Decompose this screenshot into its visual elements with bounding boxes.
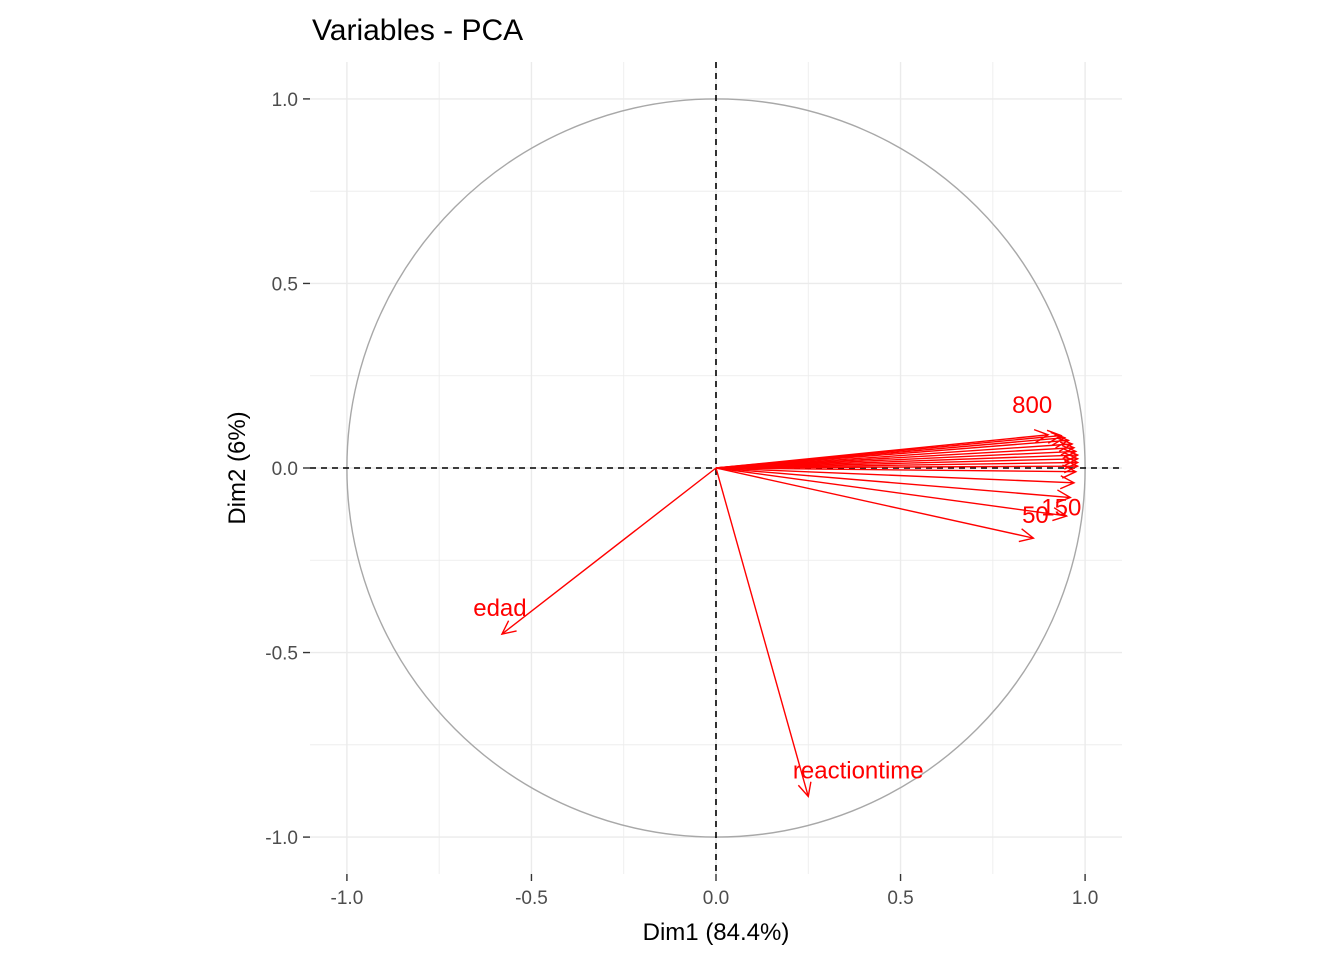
arrow-head bbox=[500, 620, 517, 636]
arrow-shaft bbox=[715, 467, 1034, 539]
arrow-head bbox=[1052, 507, 1069, 522]
variable-arrow-200 bbox=[715, 467, 1076, 490]
x-tick-label: 1.0 bbox=[1072, 888, 1098, 909]
arrow-head bbox=[1063, 455, 1080, 470]
variable-label-150: 150 bbox=[1041, 495, 1081, 522]
x-axis-title: Dim1 (84.4%) bbox=[643, 919, 790, 946]
variable-arrow-150 bbox=[715, 467, 1072, 504]
x-axis: -1.0 -0.5 0.0 0.5 1.0 bbox=[331, 874, 1098, 909]
variable-label-50: 50 bbox=[1022, 502, 1049, 529]
arrow-head bbox=[1033, 428, 1050, 444]
arrow-shaft bbox=[715, 467, 1067, 517]
y-axis: -1.0 -0.5 0.0 0.5 1.0 bbox=[265, 90, 310, 849]
arrow-head bbox=[1018, 528, 1035, 543]
variable-arrows bbox=[500, 428, 1080, 799]
x-tick-label: -0.5 bbox=[515, 888, 548, 909]
y-tick-label: 0.0 bbox=[272, 459, 298, 480]
arrow-head bbox=[1050, 431, 1067, 446]
variable-arrow-reactiontime bbox=[715, 467, 812, 799]
arrow-shaft bbox=[715, 467, 1075, 484]
y-tick-label: 0.5 bbox=[272, 274, 298, 295]
variable-arrow-100 bbox=[715, 467, 1069, 522]
arrow-head bbox=[797, 781, 812, 799]
x-tick-label: 0.5 bbox=[887, 888, 913, 909]
x-tick-label: -1.0 bbox=[331, 888, 364, 909]
y-tick-label: 1.0 bbox=[272, 90, 298, 111]
variable-arrow-edad bbox=[500, 467, 717, 636]
arrow-shaft bbox=[501, 467, 717, 635]
chart-title: Variables - PCA bbox=[312, 14, 523, 47]
arrow-head bbox=[1063, 459, 1080, 474]
variable-label-800: 800 bbox=[1012, 392, 1052, 419]
y-axis-title: Dim2 (6%) bbox=[224, 411, 251, 524]
arrow-shaft bbox=[715, 467, 1076, 473]
arrow-shaft bbox=[715, 434, 1049, 469]
variable-arrow-800 bbox=[715, 428, 1050, 469]
variable-label-reactiontime: reactiontime bbox=[793, 757, 924, 784]
variable-arrow-50 bbox=[715, 467, 1035, 543]
y-tick-label: -0.5 bbox=[265, 644, 298, 665]
arrow-shaft bbox=[715, 467, 809, 797]
arrow-shaft bbox=[715, 467, 1071, 499]
arrow-head bbox=[1046, 429, 1063, 444]
variable-label-edad: edad bbox=[473, 595, 526, 622]
y-tick-label: -1.0 bbox=[265, 828, 298, 849]
arrow-head bbox=[1059, 475, 1076, 490]
x-tick-label: 0.0 bbox=[703, 888, 729, 909]
arrow-head bbox=[1056, 489, 1072, 504]
